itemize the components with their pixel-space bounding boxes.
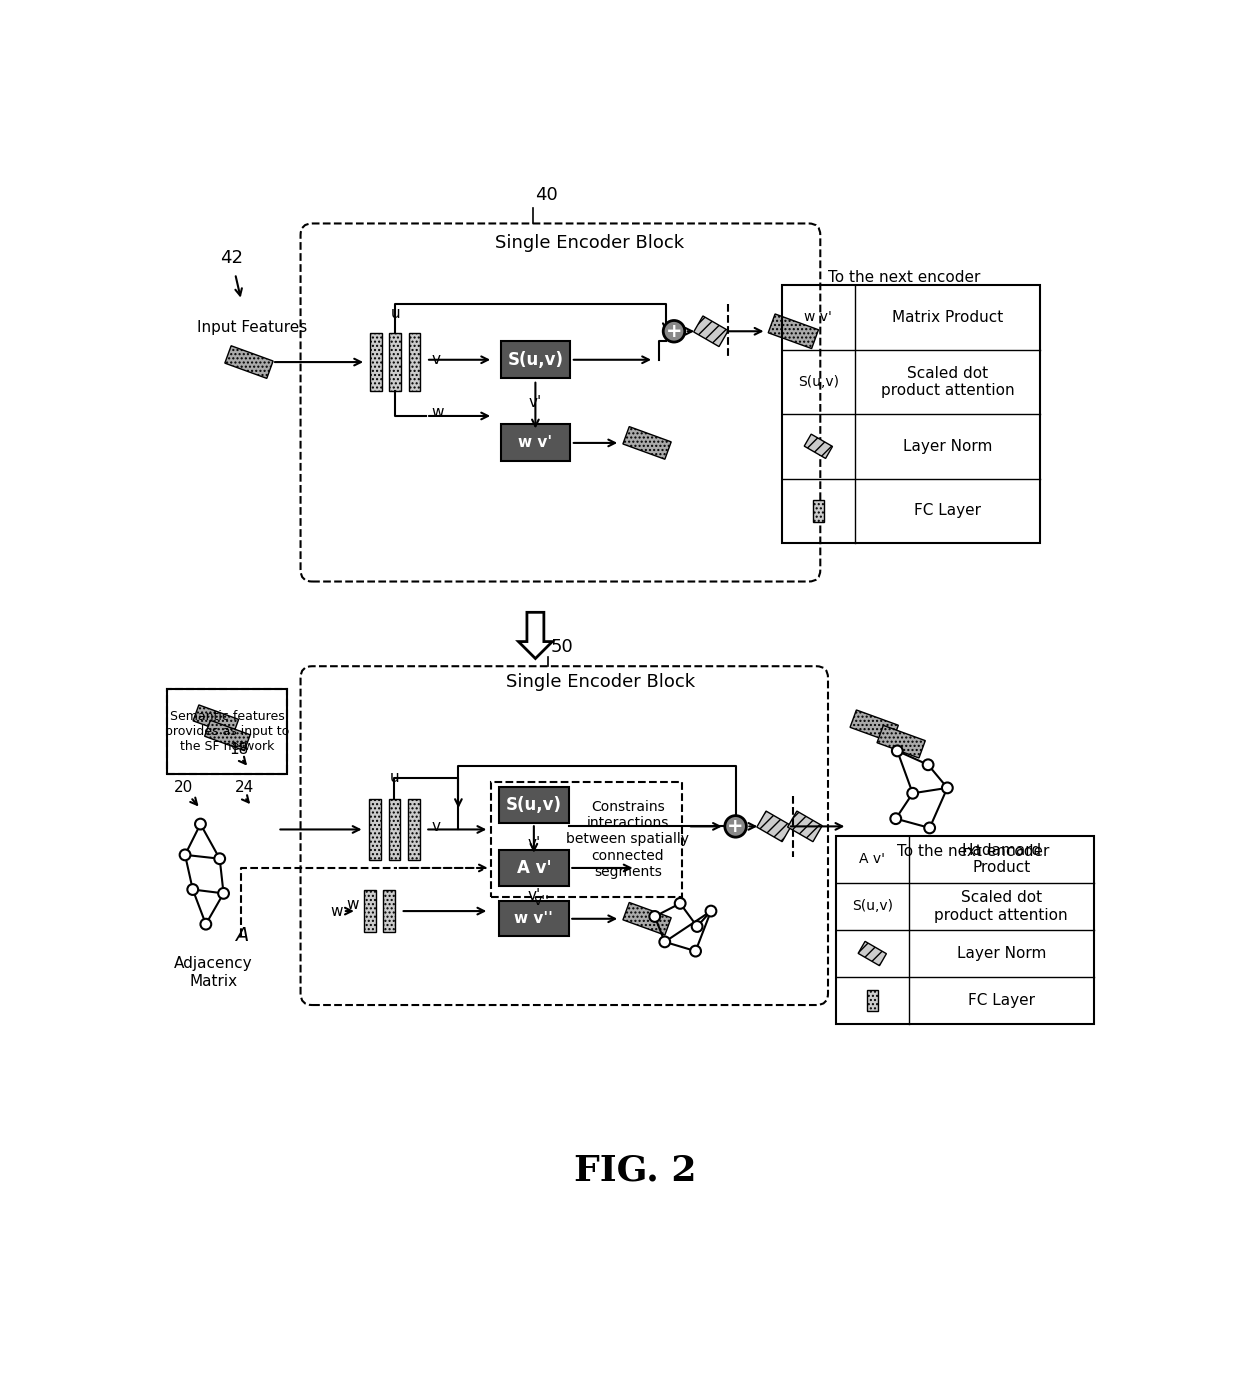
Text: w v': w v' xyxy=(518,435,553,450)
FancyBboxPatch shape xyxy=(787,811,822,841)
Text: w v': w v' xyxy=(805,311,832,325)
Circle shape xyxy=(908,789,918,798)
FancyBboxPatch shape xyxy=(370,798,381,860)
Text: S(u,v): S(u,v) xyxy=(797,374,839,389)
Text: u: u xyxy=(389,771,399,786)
FancyBboxPatch shape xyxy=(756,811,791,841)
Text: w: w xyxy=(432,405,444,420)
FancyBboxPatch shape xyxy=(193,704,238,735)
Circle shape xyxy=(663,320,684,342)
Text: v': v' xyxy=(527,836,541,851)
FancyBboxPatch shape xyxy=(851,710,898,743)
Text: To the next encoder: To the next encoder xyxy=(898,844,1050,859)
Text: FIG. 2: FIG. 2 xyxy=(574,1153,697,1188)
Text: 20: 20 xyxy=(174,780,192,795)
FancyBboxPatch shape xyxy=(205,721,250,751)
FancyBboxPatch shape xyxy=(501,424,570,461)
Text: Single Encoder Block: Single Encoder Block xyxy=(506,673,696,690)
Text: A v': A v' xyxy=(517,859,551,877)
Circle shape xyxy=(924,823,935,833)
FancyBboxPatch shape xyxy=(867,990,878,1011)
Text: 40: 40 xyxy=(536,186,558,204)
Circle shape xyxy=(187,884,198,895)
FancyBboxPatch shape xyxy=(383,889,394,932)
Text: +: + xyxy=(728,818,744,836)
Circle shape xyxy=(942,783,952,793)
Text: A: A xyxy=(234,927,248,945)
Text: w: w xyxy=(347,898,360,913)
Text: 50: 50 xyxy=(551,638,574,656)
Circle shape xyxy=(692,921,703,932)
Bar xyxy=(781,284,1040,543)
FancyBboxPatch shape xyxy=(622,427,671,460)
Text: Layer Norm: Layer Norm xyxy=(956,946,1045,961)
FancyBboxPatch shape xyxy=(408,798,419,860)
FancyBboxPatch shape xyxy=(388,798,401,860)
Circle shape xyxy=(691,946,701,957)
Circle shape xyxy=(706,906,717,917)
Bar xyxy=(167,689,288,773)
Text: Constrains
interactions
between spatially
connected
segments: Constrains interactions between spatiall… xyxy=(567,800,689,878)
Text: 24: 24 xyxy=(236,780,254,795)
FancyBboxPatch shape xyxy=(769,313,818,348)
Text: FC Layer: FC Layer xyxy=(914,503,981,518)
Text: S(u,v): S(u,v) xyxy=(852,899,893,913)
FancyBboxPatch shape xyxy=(500,851,568,885)
FancyBboxPatch shape xyxy=(500,900,568,936)
Circle shape xyxy=(675,898,686,909)
Text: Semantic features
provides as input to
the SF network: Semantic features provides as input to t… xyxy=(165,710,289,753)
Text: Adjacency
Matrix: Adjacency Matrix xyxy=(175,957,253,989)
Circle shape xyxy=(725,816,746,837)
FancyBboxPatch shape xyxy=(389,333,401,391)
Text: Layer Norm: Layer Norm xyxy=(903,439,992,454)
Text: w v'': w v'' xyxy=(515,911,553,927)
Text: 42: 42 xyxy=(219,249,243,267)
Circle shape xyxy=(892,746,903,757)
Text: 18: 18 xyxy=(229,742,248,757)
FancyBboxPatch shape xyxy=(693,316,728,347)
Text: Hadamard
Product: Hadamard Product xyxy=(961,842,1042,876)
FancyBboxPatch shape xyxy=(501,341,570,378)
FancyBboxPatch shape xyxy=(224,345,273,378)
Circle shape xyxy=(180,849,191,860)
Text: v: v xyxy=(432,819,440,834)
Circle shape xyxy=(215,853,226,865)
Text: v'': v'' xyxy=(534,894,549,909)
Text: v': v' xyxy=(527,888,541,903)
Circle shape xyxy=(890,813,901,824)
FancyBboxPatch shape xyxy=(371,333,382,391)
Text: To the next encoder: To the next encoder xyxy=(828,269,981,284)
Circle shape xyxy=(218,888,229,899)
Circle shape xyxy=(201,918,211,929)
Text: Matrix Product: Matrix Product xyxy=(892,309,1003,325)
Bar xyxy=(836,836,1094,1025)
Text: v: v xyxy=(432,352,440,367)
Text: Single Encoder Block: Single Encoder Block xyxy=(495,233,684,251)
Text: +: + xyxy=(666,322,682,341)
Text: FC Layer: FC Layer xyxy=(967,993,1034,1008)
FancyArrow shape xyxy=(518,612,552,659)
Circle shape xyxy=(195,819,206,830)
Text: w: w xyxy=(330,903,343,918)
Text: A v': A v' xyxy=(859,852,885,866)
Bar xyxy=(167,689,288,773)
Text: Scaled dot
product attention: Scaled dot product attention xyxy=(880,366,1014,398)
FancyBboxPatch shape xyxy=(805,434,832,458)
Text: Input Features: Input Features xyxy=(197,320,306,336)
Text: u: u xyxy=(391,307,401,320)
FancyBboxPatch shape xyxy=(409,333,420,391)
FancyBboxPatch shape xyxy=(365,889,376,932)
FancyBboxPatch shape xyxy=(877,725,925,758)
FancyBboxPatch shape xyxy=(813,500,823,522)
Circle shape xyxy=(660,936,670,947)
Text: S(u,v): S(u,v) xyxy=(506,795,562,813)
Text: S(u,v): S(u,v) xyxy=(507,351,563,369)
FancyBboxPatch shape xyxy=(622,902,671,935)
Text: Scaled dot
product attention: Scaled dot product attention xyxy=(935,891,1068,923)
Text: v': v' xyxy=(528,395,542,410)
Circle shape xyxy=(650,911,660,923)
Circle shape xyxy=(923,760,934,771)
FancyBboxPatch shape xyxy=(500,787,568,823)
FancyBboxPatch shape xyxy=(858,942,887,965)
